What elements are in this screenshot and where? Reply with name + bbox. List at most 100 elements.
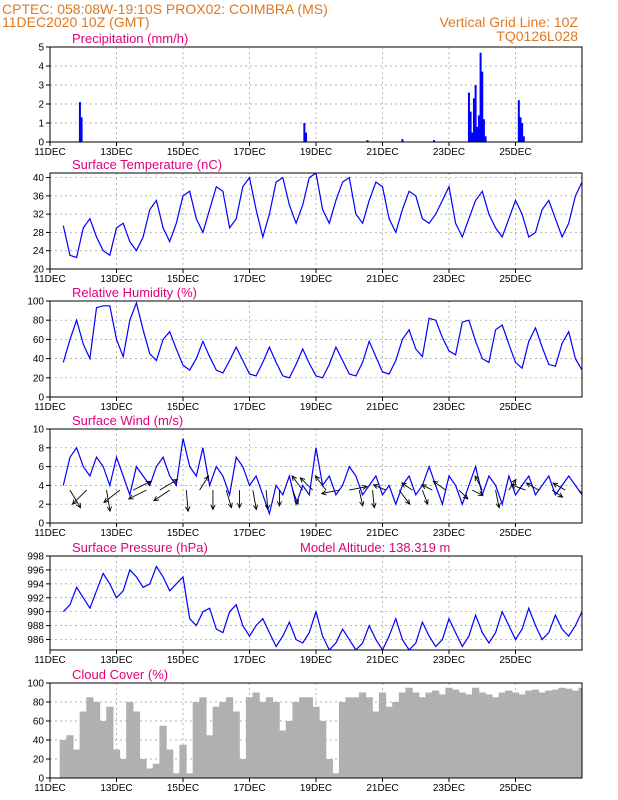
precip-xtick-label: 15DEC [167, 147, 199, 158]
wind-xtick-label: 23DEC [433, 528, 465, 539]
cloud-bar [352, 697, 360, 778]
cloud-bar [565, 688, 573, 778]
cloud-bar [179, 744, 187, 778]
wind-arrow-shaft [552, 482, 566, 491]
pressure-xtick-label: 21DEC [366, 655, 398, 666]
precip-ytick-label: 2 [38, 100, 44, 111]
cloud-xtick-label: 25DEC [499, 783, 531, 794]
cloud-bar [265, 697, 274, 778]
temp-xtick-label: 11DEC [34, 274, 66, 285]
cloud-bar [79, 711, 87, 778]
cloud-bar [166, 749, 174, 778]
cloud-bar [205, 735, 214, 778]
wind-arrow-head [420, 484, 427, 490]
temp-series-line [62, 173, 582, 259]
precip-xtick-label: 21DEC [366, 147, 398, 158]
rh-panel: 0 20 40 60 80 100 11DEC 13DEC 15DEC 17DEC 19DEC 21D… [27, 285, 583, 413]
wind-arrow-head [423, 499, 429, 506]
wind-arrow-head [359, 500, 365, 507]
precip-bar [433, 140, 436, 142]
cloud-bar [86, 697, 94, 778]
precip-bar [469, 111, 472, 142]
cloud-bar [452, 689, 460, 778]
cloud-bar [578, 687, 582, 778]
precip-bar [366, 140, 369, 142]
header-line2-right: Vertical Grid Line: 10Z [439, 14, 578, 30]
pressure-xtick-label: 15DEC [167, 655, 199, 666]
wind-arrow-shaft [159, 479, 178, 491]
wind-arrow-shaft [433, 480, 446, 491]
cloud-title: Cloud Cover (%) [72, 667, 168, 682]
precip-frame [49, 46, 583, 143]
cloud-bar [538, 692, 546, 778]
precip-bar [481, 71, 484, 142]
cloud-xtick-label: 13DEC [100, 783, 132, 794]
wind-arrow-head [103, 497, 109, 504]
precip-xtick-label: 17DEC [233, 147, 265, 158]
rh-ytick-label: 100 [27, 297, 44, 308]
wind-arrow-head [477, 491, 484, 496]
header-line2-left: 11DEC2020 10Z (GMT) [2, 14, 150, 30]
precip-ytick-label: 3 [38, 81, 44, 92]
cloud-bar [59, 740, 67, 778]
cloud-bar [332, 773, 340, 778]
pressure-ytick-label: 986 [27, 635, 44, 646]
cloud-bar [132, 711, 141, 778]
pressure-annotation: Model Altitude: 138.319 m [300, 540, 450, 555]
wind-arrow-head [227, 502, 233, 509]
cloud-bar [465, 694, 473, 778]
wind-arrow-head [474, 475, 480, 482]
pressure-series-line [62, 565, 582, 650]
wind-arrow-shaft [358, 490, 364, 507]
wind-arrow-head [291, 475, 297, 481]
cloud-bar [392, 702, 400, 778]
cloud-ytick-label: 100 [27, 679, 44, 690]
wind-ytick-label: 2 [38, 500, 44, 511]
rh-ytick-label: 0 [38, 393, 44, 404]
pressure-xtick-label: 13DEC [100, 655, 132, 666]
wind-arrow-shaft [398, 489, 411, 505]
wind-arrow-shaft [69, 489, 81, 508]
cloud-bar [418, 697, 427, 778]
cloud-bar [159, 725, 167, 778]
wind-arrow-head [372, 484, 379, 489]
wind-arrow-shaft [225, 489, 232, 508]
cloud-bar [312, 706, 320, 778]
rh-xtick-label: 11DEC [34, 402, 66, 413]
rh-data [62, 301, 582, 379]
cloud-ytick-label: 60 [33, 717, 45, 728]
rh-frame [49, 300, 583, 398]
cloud-bar [192, 702, 200, 778]
rh-xtick-label: 13DEC [100, 402, 132, 413]
cloud-bar [285, 721, 294, 778]
pressure-title: Surface Pressure (hPa) [72, 540, 208, 555]
pressure-xtick-label: 23DEC [433, 655, 465, 666]
precip-bar [471, 132, 474, 142]
precip-bar [522, 136, 525, 142]
cloud-bar [305, 697, 313, 778]
wind-arrow-head [185, 506, 191, 513]
cloud-xtick-label: 23DEC [433, 783, 465, 794]
precip-bar [482, 119, 485, 142]
cloud-bar [551, 689, 560, 778]
wind-arrow-shaft [72, 489, 87, 505]
precip-title: Precipitation (mm/h) [72, 31, 188, 46]
cloud-data [59, 687, 582, 778]
cloud-xtick-label: 15DEC [167, 783, 199, 794]
wind-arrow-head [203, 475, 209, 482]
wind-arrow-head [557, 492, 564, 498]
cloud-bar [139, 759, 147, 778]
cloud-bar [212, 706, 220, 778]
precip-bar [484, 136, 487, 142]
cloud-bar [471, 687, 480, 778]
cloud-xtick-label: 21DEC [366, 783, 398, 794]
temp-ytick-label: 40 [33, 173, 45, 184]
wind-arrow-head [511, 478, 517, 485]
precip-bar [80, 117, 83, 142]
wind-arrow-shaft [153, 489, 170, 502]
cloud-xtick-label: 19DEC [300, 783, 332, 794]
precip-bar [477, 115, 480, 142]
cloud-bar [491, 697, 500, 778]
cloud-bar [252, 692, 260, 778]
precip-bar [78, 102, 81, 142]
